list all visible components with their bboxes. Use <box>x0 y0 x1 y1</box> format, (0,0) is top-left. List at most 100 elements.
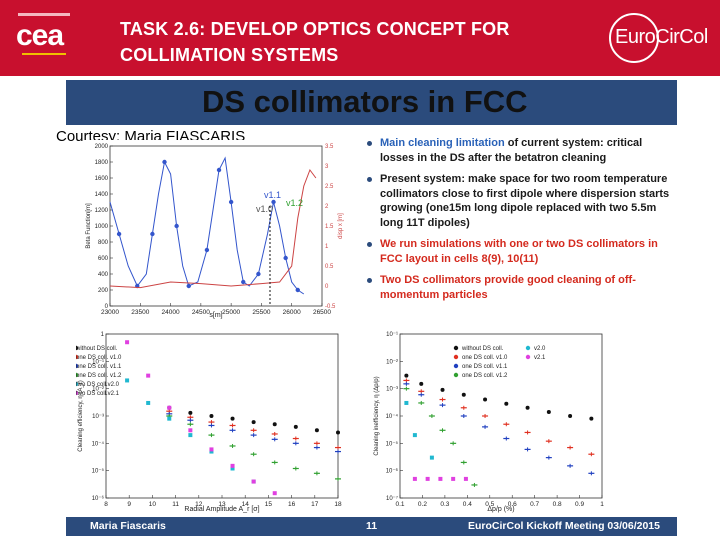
data-point <box>429 455 434 460</box>
data-point <box>230 463 235 468</box>
data-point <box>167 405 172 410</box>
y-tick-label: 10⁻⁶ <box>386 468 399 475</box>
data-point <box>461 392 466 397</box>
footer-author: Maria Fiascaris <box>90 520 166 532</box>
data-point <box>209 414 214 418</box>
legend-marker <box>525 345 531 351</box>
legend-label: two DS coll.v2.0 <box>76 382 120 388</box>
data-point <box>336 430 340 435</box>
y-tick-label: 10⁻¹ <box>386 332 398 338</box>
legend-marker <box>76 390 79 396</box>
bullet-dot <box>367 278 372 283</box>
x-tick-label: 0.5 <box>485 501 494 508</box>
data-point <box>463 476 468 481</box>
y-axis-label: Cleaning efficiency, η (A_r) <box>78 380 84 451</box>
legend-marker <box>453 372 459 378</box>
legend-label: one DS coll. v1.1 <box>76 364 122 370</box>
y-tick-label: 10⁻⁴ <box>92 440 105 447</box>
data-point <box>272 422 277 427</box>
legend-marker <box>453 345 459 351</box>
data-point <box>188 410 193 415</box>
series-line <box>109 156 305 295</box>
x-tick-label: 0.2 <box>418 501 427 508</box>
y-right-tick-label: 0 <box>325 284 329 290</box>
data-point <box>404 400 409 405</box>
legend-marker <box>76 345 79 351</box>
y-tick-label: 1400 <box>95 192 109 198</box>
beta-function-chart: 23000 23500 24000 24500 25000 25500 26000 26500… <box>84 140 346 320</box>
x-tick-label: 26000 <box>283 309 301 316</box>
data-point <box>204 247 210 253</box>
x-tick-label: 0.7 <box>530 501 539 508</box>
x-tick-label: 8 <box>104 501 108 508</box>
legend-marker <box>76 354 79 360</box>
y-tick-label: 1200 <box>95 208 109 214</box>
data-point <box>412 476 417 481</box>
data-point <box>419 381 424 386</box>
data-point <box>589 416 594 421</box>
legend-label: without DS coll. <box>76 346 118 352</box>
x-axis-label: s[m] <box>209 312 222 319</box>
bullet-dot <box>367 177 372 182</box>
data-point <box>295 287 300 293</box>
x-tick-label: 9 <box>127 501 131 508</box>
x-tick-label: 0.4 <box>463 501 472 508</box>
y-tick-label: 800 <box>98 240 109 246</box>
data-point <box>272 491 277 496</box>
y-tick-label: 1 <box>101 332 105 338</box>
x-tick-label: 1 <box>600 501 604 508</box>
x-axis-label: Radial Amplitude A_r [σ] <box>184 506 259 513</box>
footer-event: EuroCirCol Kickoff Meeting 03/06/2015 <box>468 520 660 532</box>
y-right-tick-label: 1.5 <box>325 224 334 230</box>
legend-marker <box>76 381 79 387</box>
momentum-inefficiency-chart: 0.1 0.2 0.3 0.4 0.5 0.6 0.7 0.8 0.9 1 10⁻⁷ 10⁻⁶ 10⁻⁵… <box>372 328 608 514</box>
legend-label: one DS coll. v1.0 <box>76 355 122 361</box>
data-point <box>209 447 214 452</box>
data-point <box>404 373 409 378</box>
eurocircol-logo-ring <box>609 13 659 63</box>
x-tick-label: 17 <box>311 501 319 508</box>
data-point <box>241 279 246 285</box>
banner-title: DS collimators in FCC <box>202 84 528 119</box>
x-tick-label: 23500 <box>131 309 149 316</box>
data-point <box>188 428 193 433</box>
y-right-tick-label: 0.5 <box>325 264 334 270</box>
data-point <box>483 397 488 402</box>
y-right-tick-label: 2.5 <box>325 184 334 190</box>
y-right-tick-label: 3 <box>325 164 329 170</box>
data-point <box>314 428 319 433</box>
data-point <box>167 416 172 421</box>
x-tick-label: 0.6 <box>508 501 517 508</box>
x-tick-label: 25000 <box>222 309 240 316</box>
data-point <box>412 433 417 438</box>
x-tick-label: 23000 <box>101 309 119 316</box>
data-point <box>228 199 234 205</box>
legend-label: without DS coll. <box>461 346 504 352</box>
y-tick-label: 1000 <box>95 224 109 230</box>
y-right-axis-label: disp x [m] <box>338 213 344 239</box>
bullet-item: Present system: make space for two room … <box>364 172 674 230</box>
cea-logo-subtitle <box>18 13 70 16</box>
bullet-text: We run simulations with one or two DS co… <box>380 238 658 265</box>
slide-header-title: TASK 2.6: DEVELOP OPTICS CONCEPT FOR COL… <box>120 19 510 65</box>
page-number: 11 <box>366 520 378 532</box>
legend-label: one DS coll. v1.2 <box>76 373 122 379</box>
bullet-text: Present system: make space for two room … <box>380 173 670 229</box>
y-tick-label: 10⁻⁴ <box>386 413 399 420</box>
x-tick-label: 0.8 <box>553 501 562 508</box>
data-point <box>525 405 530 410</box>
x-tick-label: 0.3 <box>440 501 449 508</box>
legend-label: one DS coll. v1.2 <box>462 373 508 379</box>
bullet-dot <box>367 141 372 146</box>
beta-function-plot: 23000 23500 24000 24500 25000 25500 26000 26500… <box>84 140 346 320</box>
plot-background <box>372 328 608 514</box>
cea-logo-underline <box>22 53 66 55</box>
bullet-item: Main cleaning limitation of current syst… <box>364 136 674 165</box>
y-tick-label: 10⁻⁵ <box>386 440 399 447</box>
bullet-dot <box>367 242 372 247</box>
y-tick-label: 10⁻⁷ <box>386 495 398 502</box>
plot-background <box>76 328 344 514</box>
y-tick-label: 1600 <box>95 176 109 182</box>
x-tick-label: 26500 <box>313 309 331 316</box>
y-tick-label: 10⁻⁶ <box>92 495 105 502</box>
